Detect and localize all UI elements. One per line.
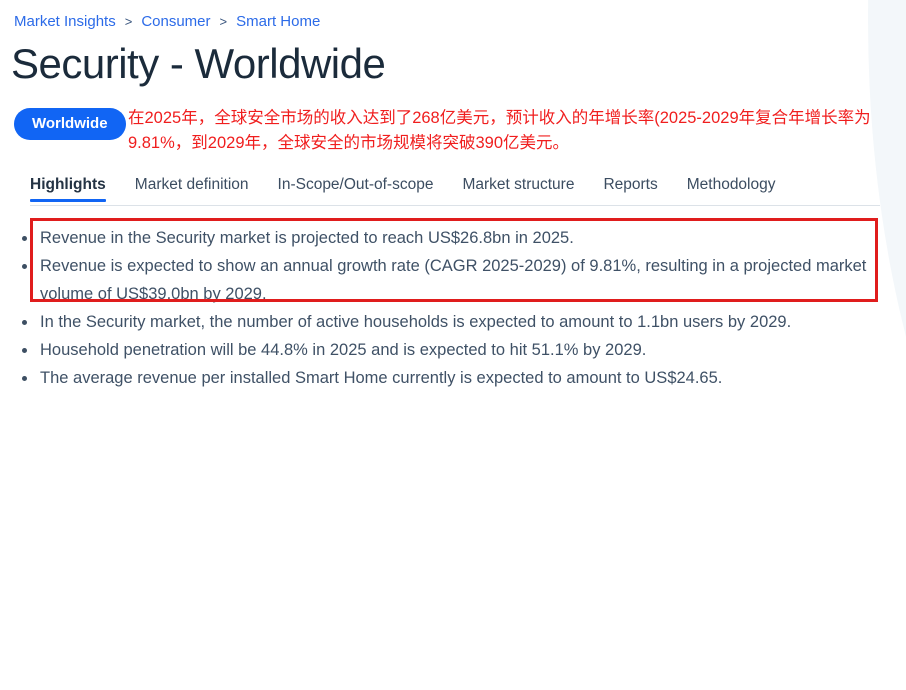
highlights-list: Revenue in the Security market is projec… — [14, 218, 878, 392]
section-tabs: Highlights Market definition In-Scope/Ou… — [30, 176, 776, 204]
highlight-bullet-households: In the Security market, the number of ac… — [14, 308, 868, 336]
region-selector-pill[interactable]: Worldwide — [14, 108, 126, 140]
tab-highlights[interactable]: Highlights — [30, 176, 106, 204]
tab-market-definition[interactable]: Market definition — [134, 176, 249, 193]
breadcrumb-separator-icon: > — [124, 14, 133, 29]
highlight-bullet-penetration: Household penetration will be 44.8% in 2… — [14, 336, 868, 364]
tabs-divider — [30, 205, 880, 206]
highlight-bullet-cagr: Revenue is expected to show an annual gr… — [14, 252, 868, 308]
breadcrumb-separator-icon: > — [219, 14, 228, 29]
highlight-bullet-arpu: The average revenue per installed Smart … — [14, 364, 868, 392]
page-title: Security - Worldwide — [11, 40, 386, 87]
page-content: Market Insights > Consumer > Smart Home … — [11, 13, 894, 392]
tab-market-structure[interactable]: Market structure — [462, 176, 575, 193]
tab-in-scope-out-of-scope[interactable]: In-Scope/Out-of-scope — [277, 176, 434, 193]
tab-reports[interactable]: Reports — [603, 176, 658, 193]
breadcrumb: Market Insights > Consumer > Smart Home — [14, 13, 320, 30]
translated-annotation-text: 在2025年，全球安全市场的收入达到了268亿美元，预计收入的年增长率(2025… — [128, 106, 894, 156]
annotation-line-1: 在2025年，全球安全市场的收入达到了268亿美元，预计收入的年增长率(2025… — [128, 109, 871, 127]
highlight-bullet-revenue-2025: Revenue in the Security market is projec… — [14, 224, 868, 252]
annotation-line-2: 9.81%，到2029年，全球安全的市场规模将突破390亿美元。 — [128, 134, 570, 152]
tab-methodology[interactable]: Methodology — [686, 176, 776, 193]
breadcrumb-link-market-insights[interactable]: Market Insights — [14, 13, 116, 30]
breadcrumb-link-consumer[interactable]: Consumer — [141, 13, 211, 30]
breadcrumb-link-smart-home[interactable]: Smart Home — [236, 13, 321, 30]
